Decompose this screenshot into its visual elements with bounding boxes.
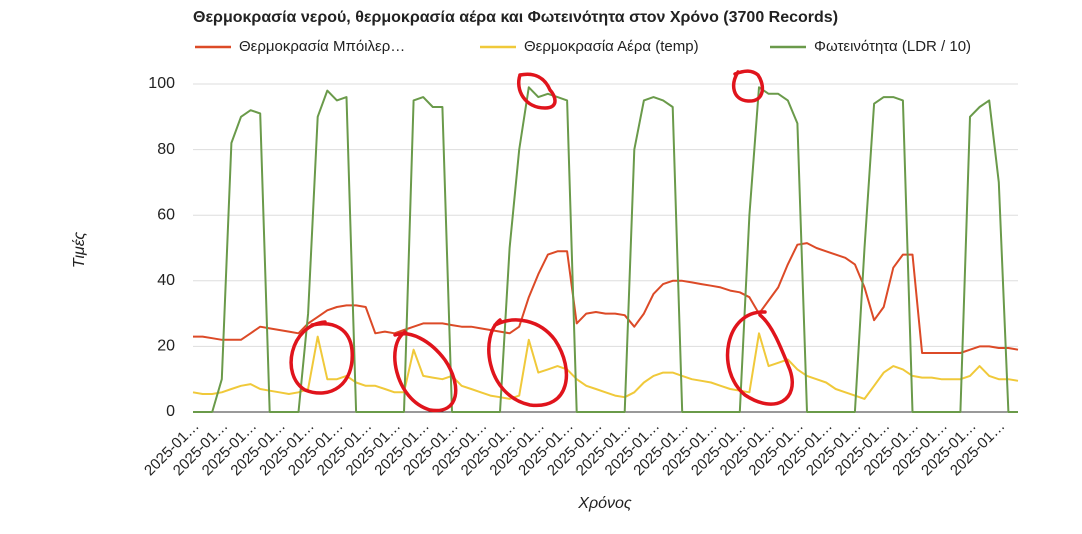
annotation-circle: [731, 69, 765, 103]
annotation-circle: [289, 320, 354, 395]
y-tick-label: 40: [157, 272, 175, 289]
y-tick-label: 60: [157, 206, 175, 223]
y-axis-label: Τιμές: [71, 232, 88, 269]
y-tick-label: 0: [166, 403, 175, 420]
annotation-circle: [393, 330, 458, 413]
y-tick-label: 100: [148, 75, 175, 92]
data-line: [192, 332, 1019, 400]
data-line: [193, 242, 1019, 354]
data-line: [193, 86, 1018, 413]
annotation-circle: [487, 318, 569, 408]
x-axis-label: Χρόνος: [577, 495, 632, 512]
plot-area: 0204060801002025-01…2025-01…2025-01…2025…: [141, 38, 1019, 479]
chart-title: Θερμοκρασία νερού, θερμοκρασία αέρα και …: [193, 9, 838, 26]
y-tick-label: 20: [157, 338, 175, 355]
legend-label: Θερμοκρασία Αέρα (temp): [524, 38, 699, 55]
legend-label: Φωτεινότητα (LDR / 10): [814, 38, 971, 55]
legend-label: Θερμοκρασία Μπόιλερ…: [239, 38, 405, 55]
annotation-circle: [517, 72, 557, 110]
annotations: [289, 69, 794, 413]
y-tick-label: 80: [157, 141, 175, 158]
annotation-circle: [725, 310, 794, 406]
